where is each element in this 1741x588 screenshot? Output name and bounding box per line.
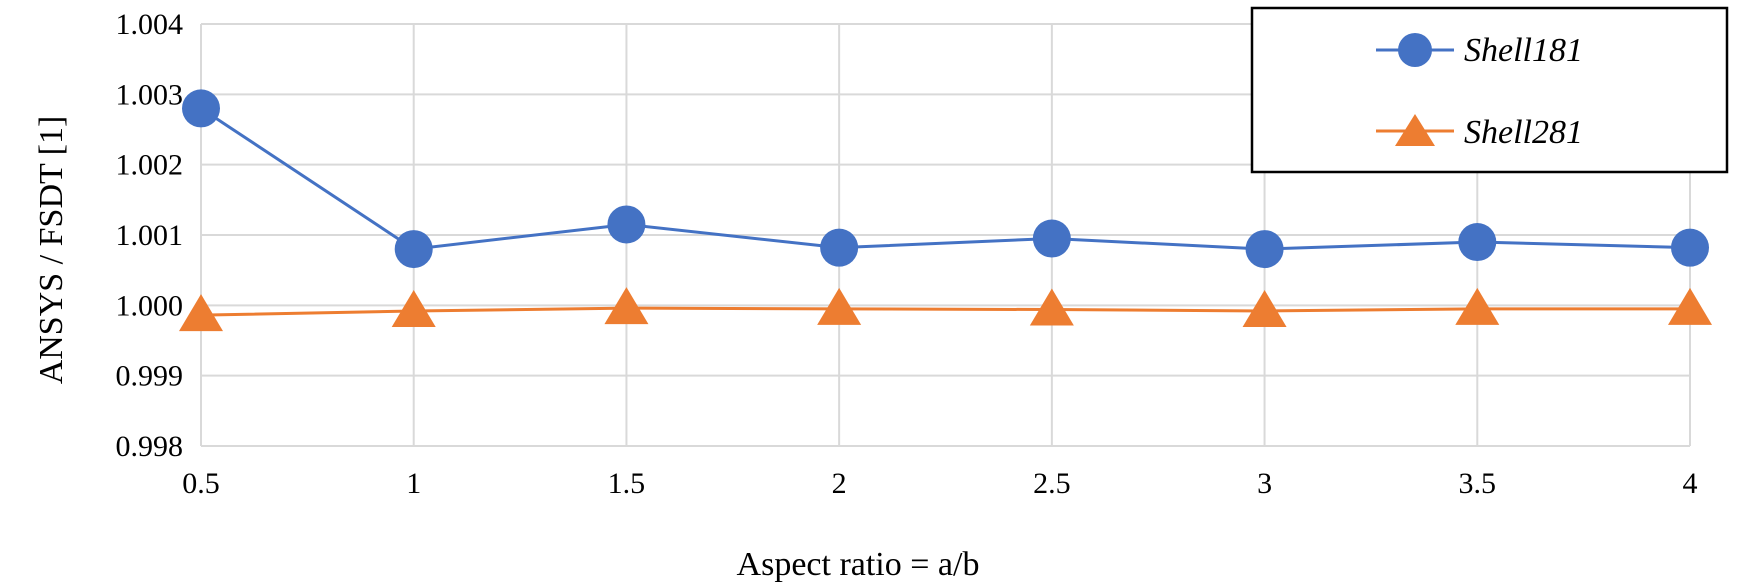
data-point-shell281 [391, 289, 436, 327]
data-point-shell281 [817, 287, 862, 325]
data-point-shell181 [182, 89, 220, 128]
legend-box [1250, 6, 1729, 174]
data-point-shell181 [607, 205, 646, 244]
tick-labels: 0.998 0.999 1.000 1.001 1.002 1.003 1.004 0.5 1 1… [116, 8, 1698, 500]
y-tick-label: 1.004 [116, 8, 184, 41]
data-point-shell181 [1671, 228, 1709, 267]
x-tick-label: 3.5 [1459, 467, 1497, 500]
y-tick-label: 0.998 [116, 430, 184, 463]
series-line-shell181 [200, 107, 1691, 251]
series-shell181 [182, 89, 1709, 269]
x-tick-label: 0.5 [182, 467, 220, 500]
data-point-shell281 [1455, 287, 1500, 325]
y-tick-label: 1.002 [116, 149, 184, 182]
legend-label-shell281: Shell281 [1464, 114, 1583, 151]
data-point-shell281 [179, 294, 223, 332]
data-point-shell281 [604, 287, 649, 325]
x-tick-label: 4 [1683, 467, 1698, 500]
series-shell281 [179, 287, 1712, 332]
legend-label-shell181: Shell181 [1464, 32, 1583, 69]
x-tick-label: 1 [406, 467, 421, 500]
data-point-shell281 [1242, 289, 1287, 327]
data-point-shell281 [1668, 287, 1712, 325]
y-tick-label: 1.001 [116, 219, 184, 252]
x-tick-label: 2.5 [1033, 467, 1071, 500]
x-tick-label: 3 [1257, 467, 1272, 500]
y-tick-label: 1.003 [116, 78, 184, 111]
legend-marker-shell281 [1395, 114, 1435, 146]
data-point-shell181 [820, 228, 859, 267]
x-tick-label: 2 [832, 467, 847, 500]
x-axis-title: Aspect ratio = a/b [737, 546, 980, 583]
data-point-shell181 [1458, 223, 1497, 262]
data-point-shell181 [1032, 219, 1071, 258]
x-tick-label: 1.5 [608, 467, 646, 500]
legend: Shell181 Shell281 [1250, 6, 1729, 174]
data-point-shell281 [1029, 288, 1074, 326]
series [179, 89, 1712, 332]
y-tick-label: 1.000 [116, 289, 184, 322]
data-point-shell181 [1245, 230, 1284, 269]
legend-marker-shell181 [1398, 33, 1432, 67]
y-tick-label: 0.999 [116, 360, 184, 393]
data-point-shell181 [394, 230, 433, 269]
y-axis-title: ANSYS / FSDT [1] [33, 116, 70, 385]
series-line-shell281 [200, 306, 1690, 317]
